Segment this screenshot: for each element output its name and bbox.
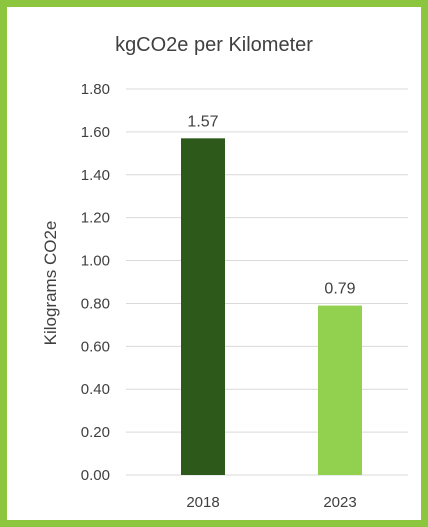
- x-tick-label-2018: 2018: [186, 494, 219, 511]
- y-tick-label: 1.20: [81, 210, 110, 227]
- bar-2018: [181, 138, 225, 476]
- data-labels: 1.57 0.79: [187, 113, 355, 297]
- x-axis-ticks: 2018 2023: [186, 494, 356, 511]
- y-tick-label: 1.80: [81, 81, 110, 98]
- bar-2023: [318, 305, 362, 475]
- data-label-2018: 1.57: [187, 113, 218, 130]
- y-tick-label: 0.80: [81, 295, 110, 312]
- y-tick-label: 0.20: [81, 424, 110, 441]
- data-label-2023: 0.79: [324, 281, 355, 298]
- chart-title: kgCO2e per Kilometer: [115, 34, 313, 56]
- y-tick-label: 0.60: [81, 338, 110, 355]
- y-tick-label: 0.00: [81, 467, 110, 484]
- y-axis-ticks: 0.00 0.20 0.40 0.60 0.80 1.00 1.20 1.40 1.60 1.80: [81, 81, 110, 484]
- y-tick-label: 1.00: [81, 253, 110, 270]
- x-tick-label-2023: 2023: [323, 494, 356, 511]
- gridlines: [126, 88, 408, 476]
- bars: [181, 138, 362, 476]
- y-axis-label: Kilograms CO2e: [41, 221, 60, 346]
- y-tick-label: 1.40: [81, 167, 110, 184]
- y-tick-label: 1.60: [81, 124, 110, 141]
- y-tick-label: 0.40: [81, 381, 110, 398]
